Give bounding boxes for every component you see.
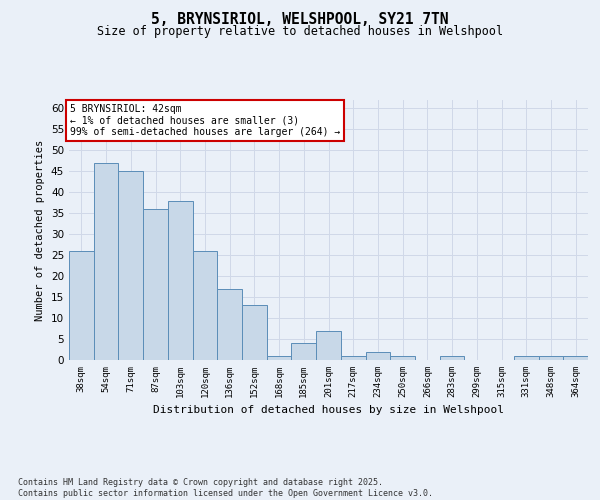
Bar: [440, 356, 464, 360]
Bar: [193, 251, 217, 360]
Bar: [341, 356, 365, 360]
Text: 5, BRYNSIRIOL, WELSHPOOL, SY21 7TN: 5, BRYNSIRIOL, WELSHPOOL, SY21 7TN: [151, 12, 449, 28]
Bar: [118, 172, 143, 360]
Bar: [316, 330, 341, 360]
Bar: [168, 200, 193, 360]
Bar: [563, 356, 588, 360]
Bar: [267, 356, 292, 360]
Bar: [365, 352, 390, 360]
X-axis label: Distribution of detached houses by size in Welshpool: Distribution of detached houses by size …: [153, 406, 504, 415]
Y-axis label: Number of detached properties: Number of detached properties: [35, 140, 46, 320]
Bar: [514, 356, 539, 360]
Bar: [539, 356, 563, 360]
Text: Contains HM Land Registry data © Crown copyright and database right 2025.
Contai: Contains HM Land Registry data © Crown c…: [18, 478, 433, 498]
Text: 5 BRYNSIRIOL: 42sqm
← 1% of detached houses are smaller (3)
99% of semi-detached: 5 BRYNSIRIOL: 42sqm ← 1% of detached hou…: [70, 104, 340, 138]
Text: Size of property relative to detached houses in Welshpool: Size of property relative to detached ho…: [97, 25, 503, 38]
Bar: [94, 163, 118, 360]
Bar: [143, 209, 168, 360]
Bar: [390, 356, 415, 360]
Bar: [217, 288, 242, 360]
Bar: [242, 306, 267, 360]
Bar: [292, 343, 316, 360]
Bar: [69, 251, 94, 360]
